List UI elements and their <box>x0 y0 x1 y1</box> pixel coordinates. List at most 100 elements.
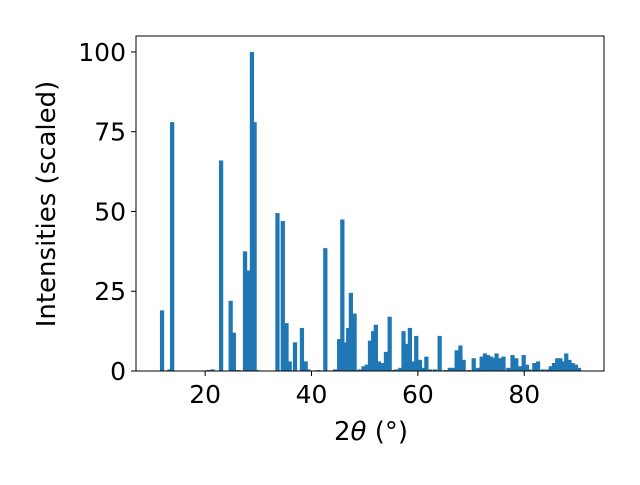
bar <box>482 353 487 371</box>
bar <box>159 310 165 371</box>
bar <box>332 369 338 371</box>
bar <box>242 251 248 371</box>
bar <box>371 331 376 371</box>
bar <box>573 364 578 371</box>
bar <box>364 364 369 371</box>
bar <box>252 122 257 371</box>
x-tick-label: 80 <box>508 380 540 409</box>
bar <box>401 331 406 371</box>
y-tick-label: 50 <box>94 197 126 226</box>
bar <box>170 122 175 371</box>
bar <box>432 369 437 371</box>
bar <box>361 366 366 371</box>
bar <box>494 353 499 371</box>
bar <box>485 355 491 371</box>
bar <box>576 367 582 371</box>
bar <box>479 356 484 371</box>
bar <box>427 369 433 371</box>
bar <box>249 51 255 371</box>
y-tick-label: 0 <box>110 357 126 386</box>
bar <box>210 369 215 371</box>
bar <box>524 364 530 371</box>
bar <box>357 369 362 371</box>
bar <box>275 213 280 371</box>
bar <box>323 248 328 371</box>
y-axis-label: Intensities (scaled) <box>32 81 62 328</box>
axes-frame <box>135 35 605 372</box>
bar <box>545 369 550 371</box>
bar <box>410 361 416 371</box>
bar <box>414 335 419 371</box>
bar <box>461 359 466 371</box>
y-axis-ticks: 0 25 50 75 100 <box>78 38 136 386</box>
bar <box>398 367 403 371</box>
bar <box>564 353 569 371</box>
bar <box>491 358 497 371</box>
bar <box>367 340 373 371</box>
bar <box>303 361 308 371</box>
bar <box>510 355 515 371</box>
x-axis-label: 2θ (°) <box>334 417 408 447</box>
bar <box>167 369 172 371</box>
bar <box>387 316 392 371</box>
y-tick-label: 75 <box>94 118 126 147</box>
bar <box>527 369 532 371</box>
bar <box>558 358 563 371</box>
bar <box>501 356 506 371</box>
plot-frame <box>135 35 605 372</box>
bar <box>346 327 351 371</box>
bar <box>337 339 342 371</box>
bar <box>506 367 511 371</box>
bar <box>471 358 476 371</box>
bar <box>343 342 348 371</box>
bar <box>352 313 357 371</box>
bar <box>348 292 353 371</box>
bar <box>421 367 426 371</box>
bar <box>405 343 410 371</box>
bar <box>376 361 382 371</box>
bar <box>560 361 566 371</box>
bar <box>437 335 442 371</box>
bar <box>517 366 523 371</box>
bar <box>231 332 236 371</box>
bar <box>246 270 251 371</box>
bar <box>306 369 311 371</box>
bar <box>383 351 389 371</box>
bar <box>447 367 452 371</box>
bar <box>424 356 429 371</box>
bar <box>551 363 557 371</box>
bar <box>340 219 345 371</box>
bar <box>407 327 413 371</box>
x-axis-ticks: 20 40 60 80 <box>189 371 540 409</box>
x-tick-label: 40 <box>296 380 328 409</box>
x-tick-label: 20 <box>189 380 221 409</box>
bar <box>497 358 502 371</box>
bar <box>280 221 285 371</box>
bar <box>287 361 292 371</box>
y-tick-label: 100 <box>78 38 126 67</box>
bar <box>532 363 537 371</box>
bar <box>567 359 572 371</box>
bar <box>228 300 233 371</box>
bar <box>475 367 481 371</box>
bar <box>218 160 224 371</box>
bar <box>454 350 459 371</box>
bar <box>284 323 289 371</box>
bar <box>540 369 545 371</box>
bar <box>514 358 519 371</box>
bar <box>489 356 494 371</box>
bar <box>393 369 399 371</box>
bar <box>458 345 463 371</box>
y-tick-label: 25 <box>94 277 126 306</box>
bar <box>373 324 378 371</box>
bar <box>548 366 553 371</box>
bar <box>570 363 575 371</box>
bar <box>299 327 305 371</box>
bar <box>535 361 541 371</box>
bar <box>292 342 298 371</box>
bar <box>450 367 456 371</box>
bar <box>521 355 526 371</box>
